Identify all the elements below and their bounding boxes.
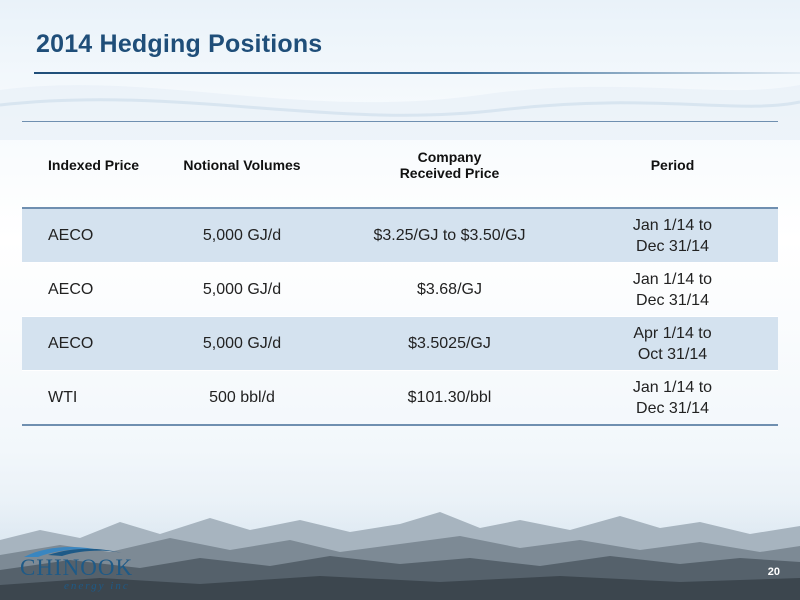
- cell-period: Apr 1/14 to Oct 31/14: [567, 316, 778, 371]
- period-start: Apr 1/14 to: [633, 324, 712, 342]
- table-row: WTI 500 bbl/d $101.30/bbl Jan 1/14 to De…: [22, 370, 778, 426]
- header-indexed-price: Indexed Price: [22, 121, 152, 209]
- chinook-logo: CHINOOK energy inc: [18, 543, 138, 595]
- header-company-line1: Company: [417, 148, 482, 165]
- period-start: Jan 1/14 to: [632, 216, 713, 234]
- cell-volume: 5,000 GJ/d: [152, 316, 332, 371]
- table-row: AECO 5,000 GJ/d $3.68/GJ Jan 1/14 to Dec…: [22, 262, 778, 317]
- cell-indexed-price: AECO: [22, 316, 152, 371]
- cell-indexed-price: AECO: [22, 262, 152, 317]
- cell-price: $3.5025/GJ: [332, 316, 567, 371]
- slide-title: 2014 Hedging Positions: [36, 30, 323, 58]
- table-header-row: Indexed Price Notional Volumes Company R…: [22, 121, 778, 209]
- page-number: 20: [767, 566, 780, 578]
- cell-indexed-price: WTI: [22, 370, 152, 426]
- header-company-line2: Received Price: [399, 164, 500, 181]
- cell-price: $3.68/GJ: [332, 262, 567, 317]
- period-end: Dec 31/14: [636, 291, 709, 309]
- header-period: Period: [567, 121, 778, 209]
- cell-period: Jan 1/14 to Dec 31/14: [567, 370, 778, 426]
- logo-tagline: energy inc: [64, 580, 130, 592]
- period-start: Jan 1/14 to: [632, 270, 713, 288]
- cell-volume: 5,000 GJ/d: [152, 262, 332, 317]
- hedging-table: Indexed Price Notional Volumes Company R…: [22, 121, 778, 426]
- cell-indexed-price: AECO: [22, 208, 152, 263]
- period-start: Jan 1/14 to: [632, 378, 713, 396]
- cell-price: $101.30/bbl: [332, 370, 567, 426]
- cell-period: Jan 1/14 to Dec 31/14: [567, 262, 778, 317]
- period-end: Dec 31/14: [636, 237, 709, 255]
- cell-volume: 5,000 GJ/d: [152, 208, 332, 263]
- cell-price: $3.25/GJ to $3.50/GJ: [332, 208, 567, 263]
- title-divider: [34, 72, 800, 74]
- table-row: AECO 5,000 GJ/d $3.5025/GJ Apr 1/14 to O…: [22, 316, 778, 371]
- header-notional-volumes: Notional Volumes: [152, 121, 332, 209]
- period-end: Oct 31/14: [637, 345, 708, 363]
- period-end: Dec 31/14: [636, 399, 709, 417]
- mountain-landscape-image: [0, 500, 800, 600]
- logo-swoosh-icon: [24, 547, 122, 557]
- cell-period: Jan 1/14 to Dec 31/14: [567, 208, 778, 263]
- header-company-received-price: Company Received Price: [332, 121, 567, 209]
- table-row: AECO 5,000 GJ/d $3.25/GJ to $3.50/GJ Jan…: [22, 208, 778, 263]
- logo-name: CHINOOK: [20, 555, 134, 580]
- cell-volume: 500 bbl/d: [152, 370, 332, 426]
